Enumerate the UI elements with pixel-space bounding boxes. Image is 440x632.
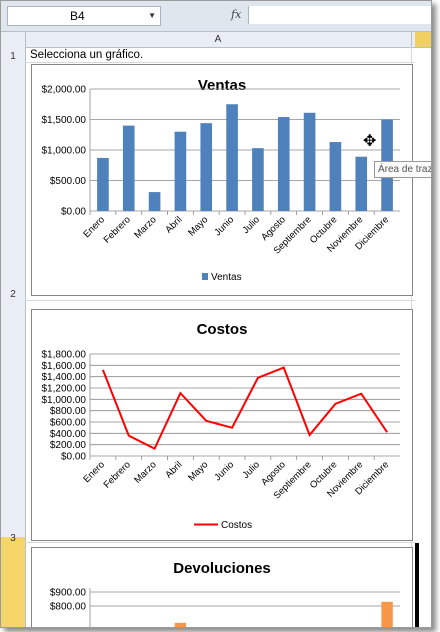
y-tick-label: $1,200.00 [42, 384, 87, 395]
y-tick-label: $0.00 [61, 452, 86, 463]
y-tick-label: $1,000.00 [42, 146, 87, 157]
y-tick-label: $800.00 [50, 602, 87, 613]
x-tick-label: Febrero [102, 459, 133, 490]
series-line [101, 366, 388, 450]
y-tick-label: $1,800.00 [42, 350, 87, 361]
bar [381, 601, 393, 627]
x-tick-label: Marzo [132, 459, 158, 485]
chart-devoluciones[interactable]: Devoluciones $800.00 $900.00 [31, 547, 413, 627]
cell-a1[interactable]: Selecciona un gráfico. [30, 49, 144, 61]
insert-function-icon[interactable]: fx [231, 8, 242, 21]
x-tick-label: Marzo [132, 214, 158, 240]
row-gridline [25, 300, 415, 301]
formula-bar: B4 ▼ fx [1, 1, 431, 32]
bar [329, 142, 342, 211]
x-tick-label: Julio [240, 214, 262, 236]
column-header-a[interactable]: A [25, 32, 412, 47]
bar [355, 156, 368, 211]
y-tick-label: $1,400.00 [42, 372, 87, 383]
selected-column-indicator [415, 32, 431, 47]
formula-input[interactable] [248, 6, 431, 24]
select-all-corner[interactable] [1, 32, 26, 47]
y-tick-label: $600.00 [50, 418, 87, 429]
y-tick-label: $2,000.00 [42, 85, 87, 96]
x-tick-label: Mayo [186, 459, 210, 483]
chart-title: Devoluciones [173, 560, 271, 577]
row-header-2[interactable]: 2 [10, 289, 16, 300]
bar [200, 123, 213, 211]
chart-costos[interactable]: Costos $0.00 $200.00 $400.00 $600.00 $800.00 $… [31, 309, 413, 541]
x-tick-label: Junio [212, 459, 236, 483]
legend-label: Costos [221, 520, 252, 531]
y-tick-label: $900.00 [50, 588, 87, 599]
bar [174, 622, 187, 627]
bar [148, 192, 161, 211]
name-box-value: B4 [70, 9, 85, 23]
row-gridline [25, 542, 415, 543]
x-tick-label: Febrero [102, 214, 133, 245]
move-cursor-icon: ✥ [363, 133, 377, 150]
row-header-1[interactable]: 1 [10, 51, 16, 62]
y-tick-label: $1,600.00 [42, 361, 87, 372]
x-tick-label: Mayo [186, 214, 210, 238]
x-tick-label: Abril [163, 459, 184, 480]
selected-row-highlight [1, 537, 25, 627]
chevron-down-icon[interactable]: ▼ [148, 11, 156, 20]
y-tick-label: $800.00 [50, 406, 87, 417]
y-tick-label: $0.00 [61, 207, 86, 218]
bar [303, 112, 316, 211]
chart-ventas-svg: Ventas $0.00 $500.00 $1,000.00 $1,500.00 $2,0… [42, 77, 400, 283]
row-headers: 1 2 3 [1, 47, 26, 627]
chart-title: Costos [197, 321, 248, 338]
bar [174, 131, 187, 211]
tooltip: Área de trazado [374, 161, 431, 178]
bar [252, 148, 264, 211]
bar [277, 117, 290, 211]
bar [122, 125, 135, 211]
legend-label: Ventas [211, 272, 242, 283]
chart-ventas[interactable]: Ventas $0.00 $500.00 $1,000.00 $1,500.00 $2,0… [31, 64, 413, 296]
x-tick-label: Junio [212, 214, 236, 238]
name-box[interactable]: B4 ▼ [7, 6, 161, 26]
x-tick-label: Julio [240, 459, 262, 481]
y-tick-label: $400.00 [50, 429, 87, 440]
row-header-3[interactable]: 3 [10, 533, 16, 544]
bar [97, 157, 109, 211]
x-tick-label: Abril [163, 214, 184, 235]
row-gridline [25, 62, 415, 63]
legend-swatch [202, 273, 208, 280]
y-tick-label: $200.00 [50, 440, 87, 451]
excel-window: B4 ▼ fx A 1 2 3 Selecciona un gráfico. V… [0, 0, 432, 628]
y-tick-label: $1,000.00 [42, 395, 87, 406]
selected-chart-border [415, 543, 419, 627]
bar [226, 104, 238, 211]
column-header: A [1, 32, 431, 48]
y-tick-label: $500.00 [50, 176, 87, 187]
chart-devoluciones-svg: Devoluciones $800.00 $900.00 [50, 560, 400, 627]
chart-title: Ventas [198, 77, 246, 94]
y-tick-label: $1,500.00 [42, 115, 87, 126]
chart-costos-svg: Costos$0.00$200.00$400.00$600.00$800.00$… [42, 321, 400, 531]
